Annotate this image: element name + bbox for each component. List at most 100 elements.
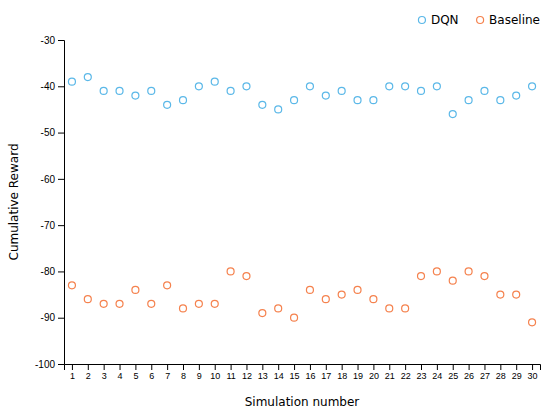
point (497, 291, 504, 298)
x-tick-label: 26 (464, 371, 474, 381)
point (148, 300, 155, 307)
x-tick-mark (532, 364, 533, 370)
point (148, 87, 155, 94)
y-tick-label: -50 (41, 127, 56, 138)
x-tick: 12 (242, 364, 252, 381)
point (418, 87, 425, 94)
x-tick-mark (421, 364, 422, 370)
x-tick-mark (294, 364, 295, 370)
x-tick: 1 (70, 364, 75, 381)
x-tick-label: 19 (353, 371, 363, 381)
x-axis-line (65, 365, 541, 371)
point (164, 101, 171, 108)
x-tick-label: 14 (274, 371, 284, 381)
legend-symbol (477, 17, 484, 24)
x-tick-mark (199, 364, 200, 370)
point (68, 78, 75, 85)
x-tick-label: 9 (197, 371, 202, 381)
point (275, 305, 282, 312)
marks (68, 74, 535, 326)
x-tick-mark (469, 364, 470, 370)
x-tick-mark (278, 364, 279, 370)
x-tick-label: 12 (242, 371, 252, 381)
point (100, 300, 107, 307)
y-tick-mark (58, 179, 64, 180)
x-tick: 23 (416, 364, 426, 381)
point (132, 286, 139, 293)
x-tick-label: 24 (432, 371, 442, 381)
y-axis: -100-90-80-70-60-50-40-30 (35, 35, 65, 370)
legend-label: Baseline (489, 13, 540, 27)
point (338, 291, 345, 298)
x-tick: 2 (86, 364, 91, 381)
point (211, 78, 218, 85)
x-tick-mark (453, 364, 454, 370)
x-tick: 29 (512, 364, 522, 381)
y-tick-mark (58, 364, 64, 365)
x-tick: 10 (210, 364, 220, 381)
x-tick-mark (358, 364, 359, 370)
point (402, 305, 409, 312)
point (513, 291, 520, 298)
x-tick-mark (373, 364, 374, 370)
x-tick-mark (389, 364, 390, 370)
x-tick-mark (246, 364, 247, 370)
x-tick-label: 7 (165, 371, 170, 381)
y-tick-mark (58, 133, 64, 134)
point (243, 273, 250, 280)
point (132, 92, 139, 99)
point (370, 97, 377, 104)
x-tick-mark (262, 364, 263, 370)
y-tick: -60 (41, 174, 64, 185)
point (195, 300, 202, 307)
x-tick-label: 5 (133, 371, 138, 381)
point (481, 87, 488, 94)
y-tick: -100 (35, 359, 64, 370)
x-tick: 18 (337, 364, 347, 381)
x-tick: 14 (274, 364, 284, 381)
point (433, 83, 440, 90)
x-tick-mark (215, 364, 216, 370)
x-tick-mark (151, 364, 152, 370)
point (164, 282, 171, 289)
plot: 1234567891011121314151617181920212223242… (35, 35, 541, 382)
point (116, 87, 123, 94)
x-tick: 19 (353, 364, 363, 381)
x-tick-mark (88, 364, 89, 370)
point (529, 83, 536, 90)
x-tick: 24 (432, 364, 442, 381)
x-tick-label: 11 (226, 371, 235, 381)
point (465, 97, 472, 104)
point (386, 83, 393, 90)
x-tick-mark (310, 364, 311, 370)
x-tick-label: 23 (416, 371, 426, 381)
point (275, 106, 282, 113)
point (418, 273, 425, 280)
x-tick-mark (405, 364, 406, 370)
x-tick-label: 20 (369, 371, 379, 381)
y-tick-label: -90 (41, 312, 56, 323)
x-tick-label: 18 (337, 371, 347, 381)
x-tick: 26 (464, 364, 474, 381)
point (513, 92, 520, 99)
point (211, 300, 218, 307)
x-tick-label: 10 (210, 371, 220, 381)
x-tick-label: 27 (480, 371, 490, 381)
x-tick: 6 (149, 364, 154, 381)
point (338, 87, 345, 94)
x-tick: 22 (401, 364, 411, 381)
x-tick-label: 4 (118, 371, 123, 381)
y-tick-label: -30 (41, 35, 56, 46)
point (84, 74, 91, 81)
x-tick-mark (326, 364, 327, 370)
legend: DQNBaseline (418, 13, 540, 27)
y-tick: -90 (41, 312, 64, 323)
x-tick-mark (500, 364, 501, 370)
y-tick-mark (58, 271, 64, 272)
y-tick-label: -100 (35, 359, 55, 370)
point (100, 87, 107, 94)
point (259, 310, 266, 317)
x-tick: 15 (290, 364, 300, 381)
point (370, 296, 377, 303)
x-tick-label: 16 (305, 371, 315, 381)
